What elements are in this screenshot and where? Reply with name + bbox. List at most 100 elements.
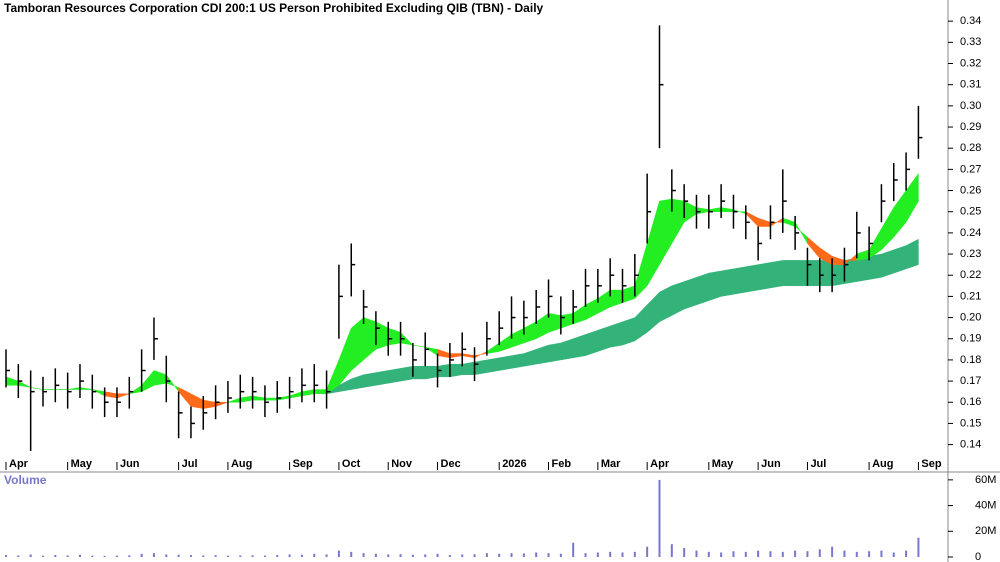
volume-bar [609,551,612,557]
short-band [523,321,537,344]
short-band [240,395,253,403]
y-tick-label: 0.17 [960,375,981,387]
volume-bar [917,537,920,557]
long-band [449,363,463,378]
volume-bar [41,555,44,557]
short-band [646,201,660,287]
y-tick-label: 0.31 [960,79,981,91]
short-band [745,211,759,228]
volume-tick-label: 40M [975,499,996,511]
volume-bar [337,550,340,557]
volume-bar [596,552,599,557]
short-band [5,376,19,386]
volume-tick-label: 20M [975,525,996,537]
volume-bar [288,554,291,557]
long-band [387,368,401,384]
short-band [153,370,167,386]
volume-bar [868,551,871,557]
short-band [449,353,463,359]
short-band [67,387,81,390]
short-band [141,369,155,393]
long-band [696,272,710,306]
volume-bar [473,554,476,557]
long-band [881,249,895,278]
y-tick-label: 0.26 [960,184,981,196]
y-tick-label: 0.20 [960,311,981,323]
volume-bar [559,553,562,557]
x-tick-label: 2026 [502,458,526,470]
long-band [400,365,414,382]
volume-bar [66,555,69,557]
x-tick-label: Apr [650,458,670,470]
volume-bar [843,550,846,557]
short-band [363,317,377,361]
short-band [486,342,500,354]
long-band [622,317,636,346]
long-band [757,262,771,291]
long-band [412,366,426,380]
volume-bar [29,554,32,557]
volume-bar [794,550,797,557]
y-tick-label: 0.28 [960,142,981,154]
volume-bar [313,553,316,557]
volume-bar [17,555,20,557]
short-band [659,198,673,266]
volume-bar [54,555,57,557]
short-band [856,249,870,261]
long-band [560,338,574,361]
long-band [770,260,784,289]
volume-bar [300,554,303,557]
y-tick-label: 0.29 [960,121,981,133]
volume-bar [350,551,353,557]
volume-bar [905,550,908,557]
volume-bar [522,553,525,557]
long-band [585,329,599,357]
long-band [794,260,808,287]
long-band [634,304,648,342]
short-band [375,321,389,350]
y-tick-label: 0.27 [960,163,981,175]
short-band [807,236,821,259]
short-band [560,313,574,329]
long-band [363,372,377,388]
volume-bar [646,546,649,557]
volume-bar [263,555,266,557]
volume-bar [855,551,858,557]
short-band [622,285,636,304]
volume-bar [498,553,501,557]
long-band [474,359,488,376]
volume-bar [239,555,242,557]
y-tick-label: 0.23 [960,248,981,260]
volume-bar [103,555,106,557]
short-band [30,387,44,390]
volume-bar [152,553,155,557]
short-band [511,327,525,348]
y-tick-label: 0.32 [960,57,981,69]
x-tick-label: May [71,458,93,470]
y-tick-label: 0.21 [960,290,981,302]
volume-bar [461,554,464,557]
long-band [511,353,525,369]
short-band [782,217,796,227]
volume-bar [535,552,538,557]
long-band [905,238,919,270]
volume-bar [670,544,673,557]
short-band [535,312,549,340]
short-band [350,317,364,372]
volume-bar [436,553,439,557]
long-band [572,334,586,359]
short-band [178,387,192,408]
short-band [474,351,488,359]
short-band [893,189,907,238]
long-band [893,245,907,274]
short-band [338,328,352,387]
long-band [683,276,697,310]
short-band [104,391,118,399]
y-tick-label: 0.15 [960,417,981,429]
short-band [252,395,266,401]
volume-bar [757,550,760,557]
volume-bar [720,552,723,557]
x-tick-label: Oct [342,458,361,470]
volume-bar [732,551,735,557]
